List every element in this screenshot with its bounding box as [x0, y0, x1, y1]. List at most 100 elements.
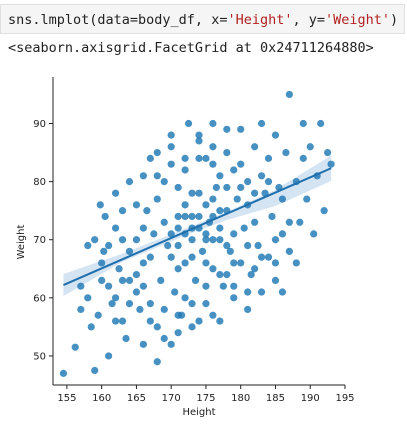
data-point: [77, 282, 85, 290]
data-point: [230, 294, 238, 302]
data-point: [271, 276, 280, 284]
data-point: [251, 189, 259, 197]
x-tick-label: 155: [57, 393, 76, 404]
data-point: [71, 343, 79, 351]
data-point: [285, 218, 293, 226]
data-point: [188, 236, 196, 244]
x-tick-label: 190: [301, 393, 320, 404]
data-point: [167, 340, 175, 348]
data-point: [202, 282, 210, 290]
data-point: [136, 305, 144, 314]
data-point: [223, 125, 231, 133]
data-point: [247, 270, 255, 279]
data-point: [230, 166, 238, 174]
data-point: [111, 189, 120, 197]
data-point: [230, 282, 238, 290]
x-tick-label: 175: [196, 393, 215, 404]
data-point: [303, 195, 311, 203]
data-point: [153, 172, 161, 180]
data-point: [209, 160, 217, 168]
data-point: [143, 207, 151, 215]
data-point: [195, 137, 203, 145]
data-point: [282, 148, 290, 157]
data-point: [167, 143, 175, 151]
data-point: [139, 259, 147, 267]
data-point: [240, 224, 248, 232]
code-token: 'Height': [227, 12, 293, 28]
code-cell[interactable]: sns.lmplot(data=body_df, x='Height', y='…: [0, 4, 405, 34]
data-point: [209, 143, 217, 151]
data-point: [278, 288, 287, 296]
y-tick-label: 80: [33, 177, 46, 188]
data-point: [271, 131, 280, 139]
data-point: [167, 253, 175, 261]
data-point: [251, 218, 259, 226]
data-point: [174, 183, 182, 192]
data-point: [174, 241, 182, 250]
x-tick-label: 165: [127, 393, 146, 404]
data-point: [146, 154, 154, 162]
data-point: [91, 366, 99, 375]
data-point: [306, 143, 314, 151]
data-point: [146, 300, 154, 308]
data-point: [216, 207, 224, 215]
data-point: [195, 154, 203, 162]
data-point: [87, 323, 95, 331]
data-point: [285, 90, 293, 99]
data-point: [181, 166, 189, 174]
data-point: [271, 236, 280, 244]
data-point: [111, 317, 120, 325]
data-point: [223, 241, 231, 250]
data-point: [219, 282, 227, 290]
data-point: [299, 154, 307, 162]
data-point: [115, 265, 123, 273]
data-point: [278, 195, 287, 203]
data-point: [150, 230, 158, 238]
data-point: [164, 241, 172, 250]
fit-line: [63, 167, 332, 286]
data-point: [237, 183, 245, 192]
data-point: [174, 311, 182, 319]
data-point: [171, 288, 179, 296]
data-point: [212, 183, 220, 192]
y-axis-label: Weight: [16, 225, 27, 260]
data-point: [101, 212, 109, 221]
cell-output: <seaborn.axisgrid.FacetGrid at 0x2471126…: [8, 40, 374, 56]
data-point: [216, 224, 224, 232]
data-point: [324, 148, 332, 157]
data-point: [125, 276, 134, 284]
x-tick-label: 180: [231, 393, 250, 404]
data-point: [257, 288, 266, 296]
code-token: ): [390, 12, 399, 28]
lmplot-chart: 155 160 165 170 175 180 185 190 195 50 60 70 80 90 He…: [16, 77, 355, 418]
data-point: [209, 311, 217, 319]
data-point: [111, 294, 120, 302]
data-point: [167, 160, 175, 168]
data-point: [181, 259, 189, 267]
data-point: [223, 148, 231, 157]
data-point: [139, 224, 147, 232]
data-point: [160, 334, 168, 343]
data-point: [181, 294, 189, 302]
data-point: [237, 125, 245, 133]
data-point: [125, 247, 134, 255]
data-point: [209, 236, 217, 244]
data-point: [257, 253, 266, 261]
data-point: [195, 131, 203, 139]
data-point: [257, 119, 266, 128]
data-point: [118, 317, 127, 325]
data-point: [98, 259, 106, 267]
data-point: [153, 323, 161, 331]
data-point: [244, 241, 252, 250]
data-point: [202, 236, 210, 244]
data-point: [264, 154, 273, 162]
data-point: [209, 119, 217, 128]
data-point: [100, 247, 108, 255]
data-point: [188, 212, 196, 221]
data-point: [237, 259, 245, 267]
y-tick-label: 70: [33, 235, 46, 246]
data-point: [59, 369, 68, 377]
data-point: [77, 305, 85, 314]
data-point: [181, 154, 189, 162]
data-point: [209, 265, 217, 273]
